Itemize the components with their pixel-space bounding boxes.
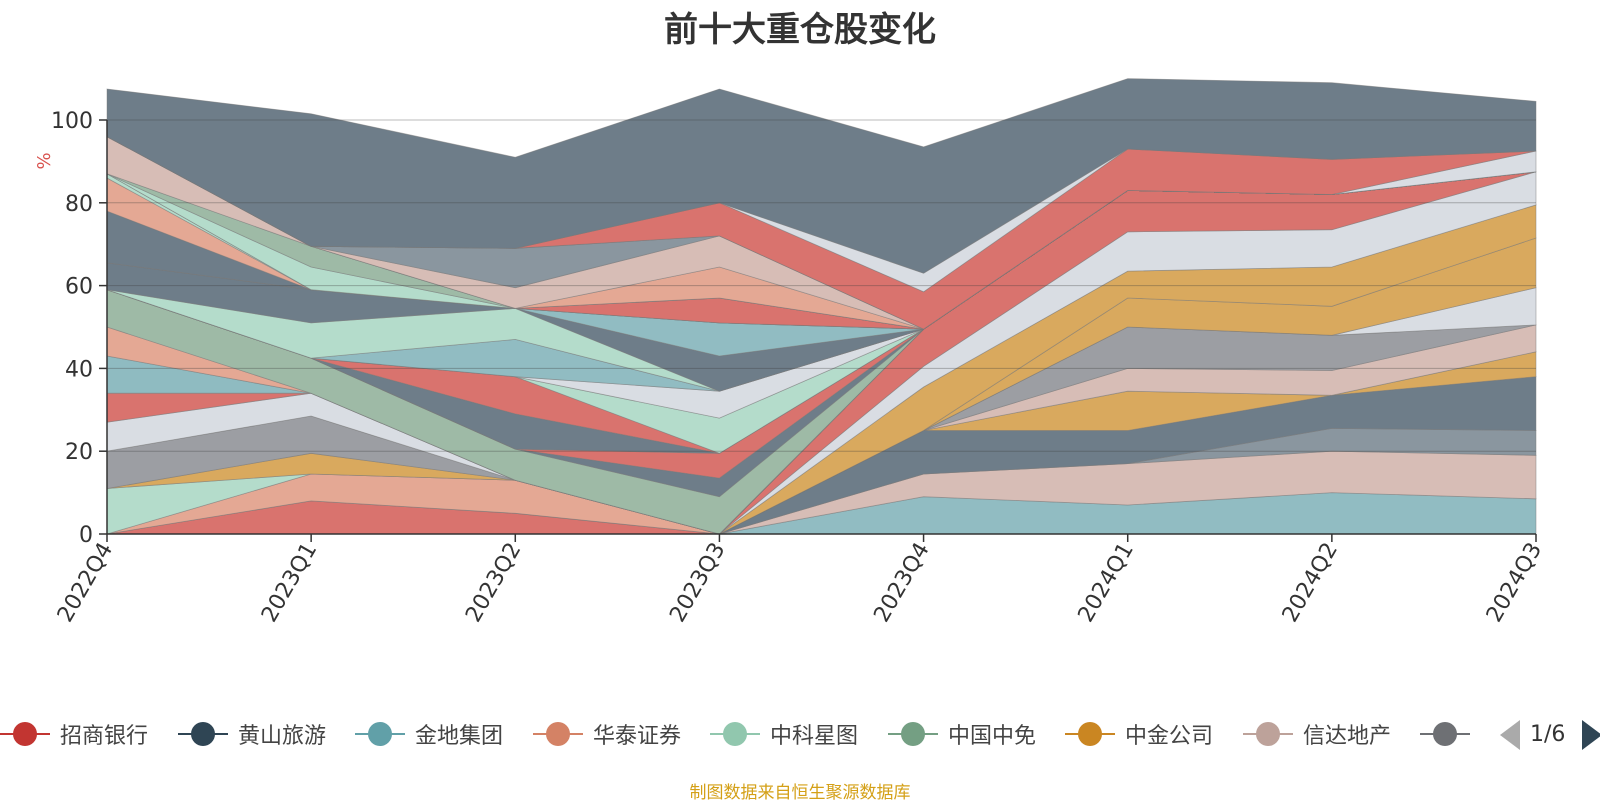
legend-marker-icon	[1243, 722, 1293, 746]
legend-label: 中科星图	[770, 724, 859, 749]
x-tick-label-2023Q1: 2023Q1	[257, 539, 322, 627]
y-tick-label-80: 80	[65, 192, 93, 217]
x-tick-label-2022Q4: 2022Q4	[53, 539, 118, 627]
legend-marker-icon	[888, 722, 938, 746]
y-tick-label-20: 20	[65, 440, 93, 465]
legend-item[interactable]: 中金公司	[1065, 714, 1213, 754]
legend-marker-icon	[178, 722, 228, 746]
legend-label: 招商银行	[60, 724, 149, 749]
source-note: 制图数据来自恒生聚源数据库	[689, 783, 911, 803]
legend-marker-icon	[1065, 722, 1115, 746]
x-tick-label-2023Q4: 2023Q4	[869, 539, 934, 627]
legend: 招商银行 黄山旅游 金地集团 华泰证券 中科星图 中国中免 中金公司 信达地产 宝	[0, 714, 1480, 754]
legend-item[interactable]: 信达地产	[1243, 714, 1391, 754]
area-series-other	[106, 78, 1537, 274]
chart-title: 前十大重仓股变化	[664, 10, 936, 50]
legend-prev-page-icon[interactable]	[1500, 720, 1520, 750]
legend-item[interactable]: 宝	[1420, 714, 1480, 754]
x-tick-label-2024Q1: 2024Q1	[1074, 539, 1139, 627]
legend-label: 华泰证券	[593, 724, 682, 749]
y-axis-unit-label: %	[34, 152, 55, 169]
legend-label: 黄山旅游	[238, 724, 327, 749]
x-tick-label-2024Q3: 2024Q3	[1482, 539, 1547, 627]
legend-item[interactable]: 金地集团	[355, 714, 503, 754]
y-tick-label-0: 0	[79, 523, 93, 548]
legend-page-indicator: 1/6	[1530, 722, 1566, 747]
area-layers	[106, 78, 1537, 535]
gridlines	[107, 119, 1536, 452]
legend-next-page-icon[interactable]	[1582, 720, 1600, 750]
legend-marker-icon	[710, 722, 760, 746]
legend-label: 中金公司	[1125, 724, 1214, 749]
legend-label: 中国中免	[948, 724, 1037, 749]
x-tick-label-2023Q3: 2023Q3	[665, 539, 730, 627]
legend-marker-icon	[355, 722, 405, 746]
y-tick-label-60: 60	[65, 275, 93, 300]
legend-pager: 1/6	[1500, 718, 1600, 752]
legend-marker-icon	[1420, 722, 1470, 746]
legend-item[interactable]: 华泰证券	[533, 714, 681, 754]
y-tick-label-40: 40	[65, 357, 93, 382]
legend-label: 信达地产	[1303, 724, 1392, 749]
legend-label: 金地集团	[415, 724, 504, 749]
legend-item[interactable]: 中科星图	[710, 714, 858, 754]
y-tick-label-100: 100	[51, 109, 93, 134]
legend-item[interactable]: 黄山旅游	[178, 714, 326, 754]
legend-marker-icon	[533, 722, 583, 746]
legend-item[interactable]: 中国中免	[888, 714, 1036, 754]
legend-item[interactable]: 招商银行	[0, 714, 148, 754]
x-tick-label-2023Q2: 2023Q2	[461, 539, 526, 627]
x-tick-label-2024Q2: 2024Q2	[1278, 539, 1343, 627]
legend-marker-icon	[0, 722, 50, 746]
